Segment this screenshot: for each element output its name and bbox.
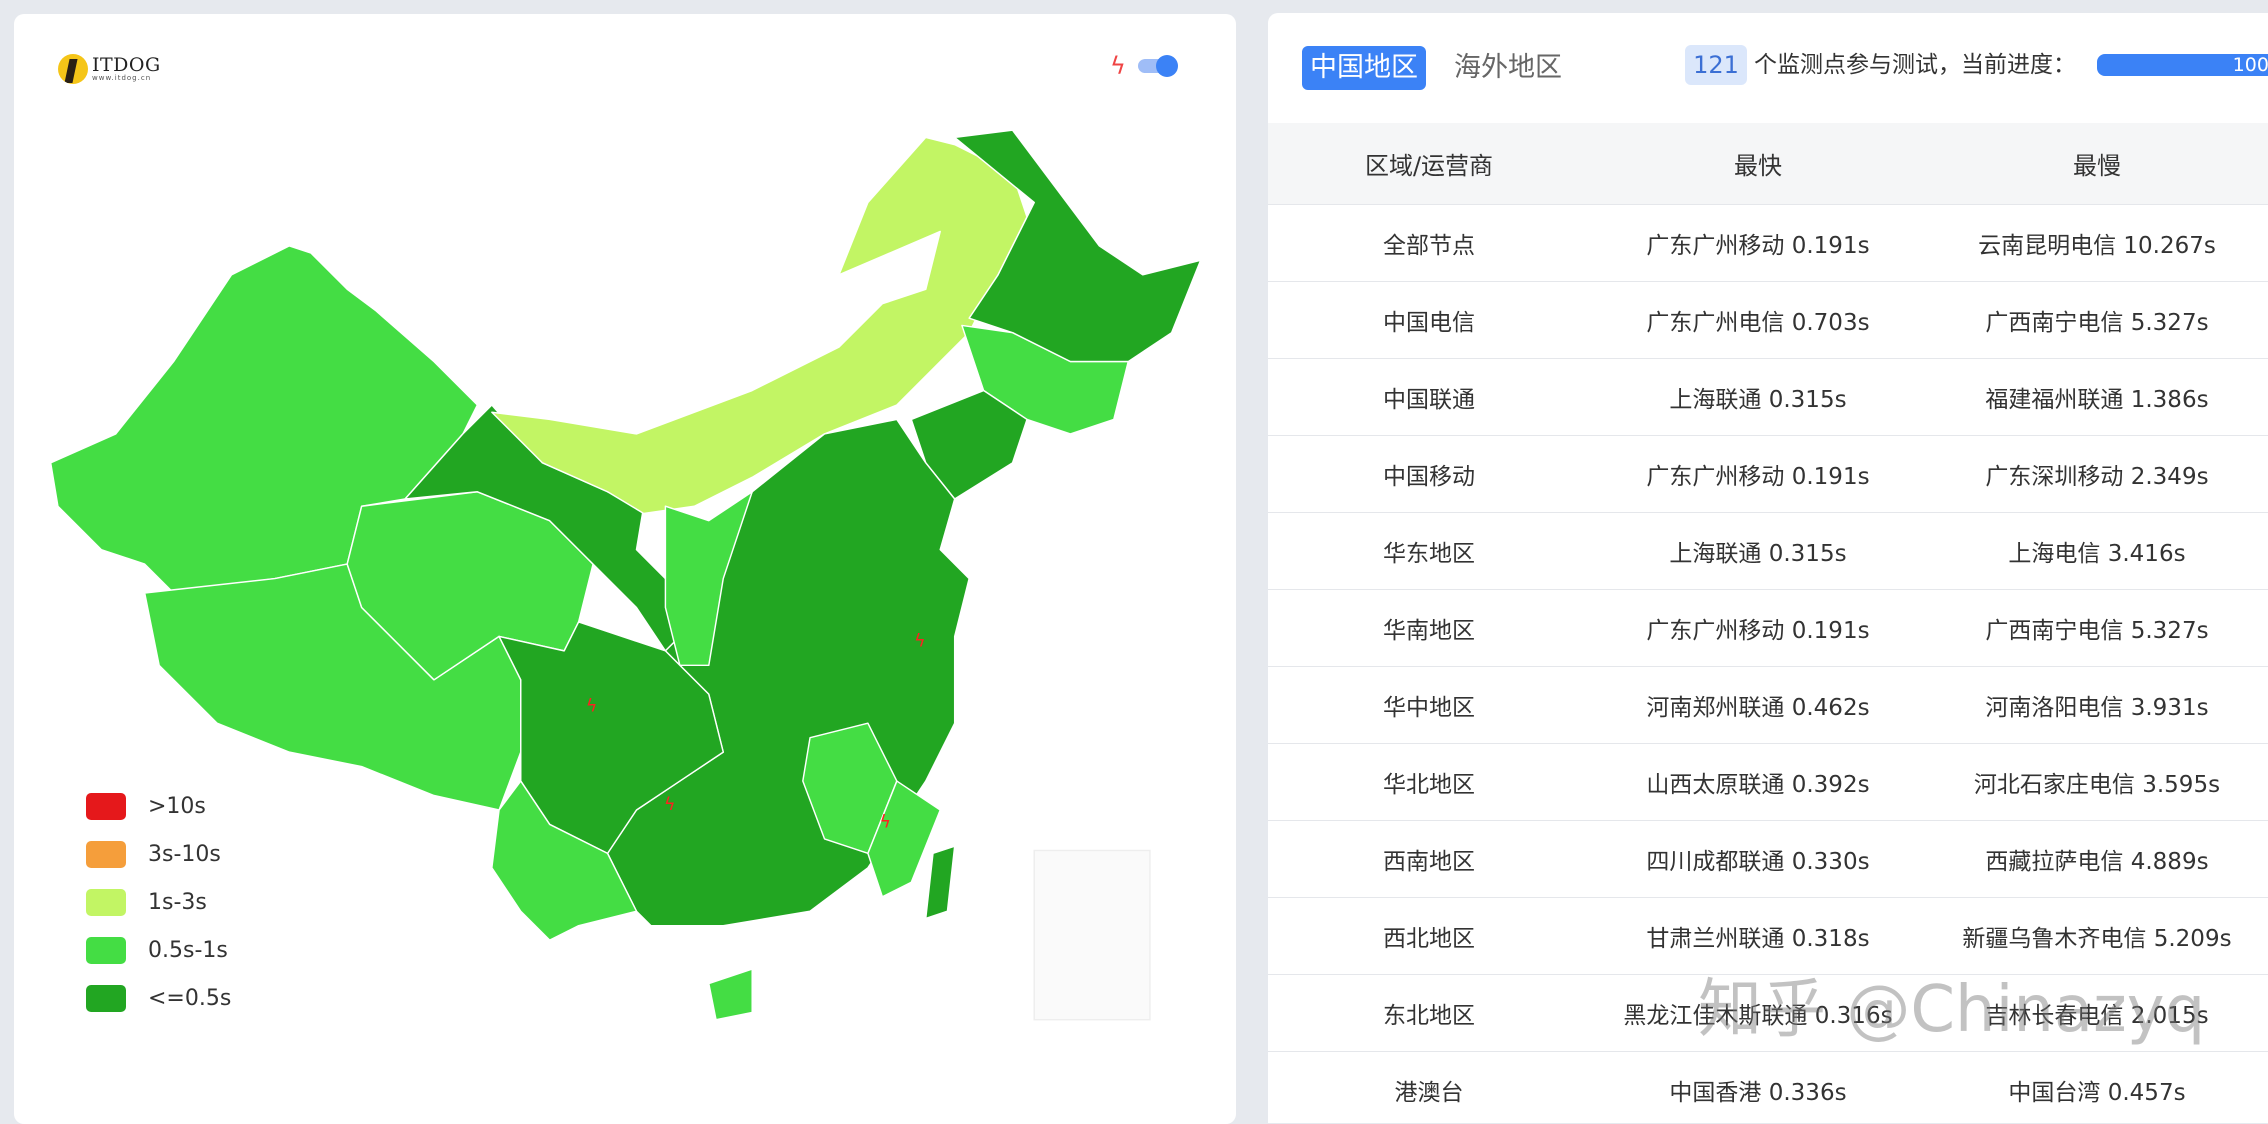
table-row[interactable]: 港澳台 中国香港 0.336s 中国台湾 0.457s xyxy=(1268,1051,2268,1123)
results-header: 中国地区 海外地区 121 个监测点参与测试，当前进度： 100% xyxy=(1268,13,2268,124)
legend-item[interactable]: 1s-3s xyxy=(86,878,231,926)
column-header: 最慢 xyxy=(1926,123,2268,205)
legend-label: 0.5s-1s xyxy=(148,937,228,963)
fastest-cell: 甘肃兰州联通 0.318s xyxy=(1590,897,1926,975)
region-taiwan[interactable] xyxy=(925,845,956,920)
node-count-badge: 121 xyxy=(1685,45,1747,85)
fastest-cell: 广东广州移动 0.191s xyxy=(1590,589,1926,667)
legend-label: 3s-10s xyxy=(148,841,221,867)
region-cell: 华中地区 xyxy=(1268,666,1590,744)
fastest-cell: 山西太原联通 0.392s xyxy=(1590,743,1926,821)
slowest-cell: 福建福州联通 1.386s xyxy=(1926,358,2268,436)
bolt-marker-icon: ϟ xyxy=(879,812,890,832)
slowest-cell: 广西南宁电信 5.327s xyxy=(1926,589,2268,667)
bolt-marker-icon: ϟ xyxy=(914,632,925,652)
progress-bar: 100% xyxy=(2097,54,2268,76)
region-xinjiang[interactable] xyxy=(49,245,479,594)
slowest-cell: 云南昆明电信 10.267s xyxy=(1926,204,2268,282)
marker-toggle[interactable] xyxy=(1138,55,1178,77)
slowest-cell: 上海电信 3.416s xyxy=(1926,512,2268,590)
region-cell: 华东地区 xyxy=(1268,512,1590,590)
region-cell: 全部节点 xyxy=(1268,204,1590,282)
table-row[interactable]: 华东地区 上海联通 0.315s 上海电信 3.416s xyxy=(1268,512,2268,590)
map-legend: >10s 3s-10s 1s-3s 0.5s-1s <=0.5s xyxy=(86,782,231,1022)
region-shaanxi[interactable] xyxy=(664,491,753,667)
table-header-row: 区域/运营商 最快 最慢 xyxy=(1268,123,2268,205)
region-cell: 东北地区 xyxy=(1268,974,1590,1052)
slowest-cell: 新疆乌鲁木齐电信 5.209s xyxy=(1926,897,2268,975)
lightning-icon: ϟ xyxy=(1110,52,1126,80)
region-cell: 西北地区 xyxy=(1268,897,1590,975)
slowest-cell: 西藏拉萨电信 4.889s xyxy=(1926,820,2268,898)
legend-item[interactable]: 3s-10s xyxy=(86,830,231,878)
legend-swatch xyxy=(86,936,126,964)
dog-logo-icon xyxy=(58,54,88,84)
results-panel: 中国地区 海外地区 121 个监测点参与测试，当前进度： 100% 区域/运营商… xyxy=(1268,13,2268,1123)
column-header: 最快 xyxy=(1590,123,1926,205)
region-cell: 中国联通 xyxy=(1268,358,1590,436)
table-row[interactable]: 中国联通 上海联通 0.315s 福建福州联通 1.386s xyxy=(1268,358,2268,436)
bolt-marker-icon: ϟ xyxy=(586,697,597,717)
fastest-cell: 广东广州移动 0.191s xyxy=(1590,204,1926,282)
table-row[interactable]: 中国移动 广东广州移动 0.191s 广东深圳移动 2.349s xyxy=(1268,435,2268,513)
progress-fill: 100% xyxy=(2097,54,2268,76)
logo-text: ITDOG xyxy=(92,54,161,76)
table-row[interactable]: 华中地区 河南郑州联通 0.462s 河南洛阳电信 3.931s xyxy=(1268,666,2268,744)
table-row[interactable]: 华南地区 广东广州移动 0.191s 广西南宁电信 5.327s xyxy=(1268,589,2268,667)
region-qinghai[interactable] xyxy=(346,491,594,681)
table-row[interactable]: 西南地区 四川成都联通 0.330s 西藏拉萨电信 4.889s xyxy=(1268,820,2268,898)
region-heilongjiang[interactable] xyxy=(953,129,1202,363)
logo-subtext: www.itdog.cn xyxy=(92,74,152,82)
legend-item[interactable]: >10s xyxy=(86,782,231,830)
tab-china[interactable]: 中国地区 xyxy=(1302,46,1426,90)
legend-swatch xyxy=(86,888,126,916)
map-panel: ϟ ϟ ϟ ϟ ITDOG www.itdog.cn ϟ >10s 3s-10s… xyxy=(14,14,1236,1124)
region-yunnan[interactable] xyxy=(491,780,638,941)
fastest-cell: 广东广州移动 0.191s xyxy=(1590,435,1926,513)
legend-swatch xyxy=(86,792,126,820)
region-cell: 中国移动 xyxy=(1268,435,1590,513)
region-cell: 华南地区 xyxy=(1268,589,1590,667)
region-cell: 港澳台 xyxy=(1268,1051,1590,1123)
table-row[interactable]: 华北地区 山西太原联通 0.392s 河北石家庄电信 3.595s xyxy=(1268,743,2268,821)
legend-item[interactable]: 0.5s-1s xyxy=(86,926,231,974)
legend-label: 1s-3s xyxy=(148,889,207,915)
slowest-cell: 河北石家庄电信 3.595s xyxy=(1926,743,2268,821)
legend-swatch xyxy=(86,984,126,1012)
bolt-marker-icon: ϟ xyxy=(664,795,675,815)
fastest-cell: 河南郑州联通 0.462s xyxy=(1590,666,1926,744)
itdog-logo: ITDOG www.itdog.cn xyxy=(58,54,161,84)
region-hainan[interactable] xyxy=(708,968,753,1021)
legend-item[interactable]: <=0.5s xyxy=(86,974,231,1022)
fastest-cell: 黑龙江佳木斯联通 0.316s xyxy=(1590,974,1926,1052)
region-cell: 西南地区 xyxy=(1268,820,1590,898)
legend-swatch xyxy=(86,840,126,868)
slowest-cell: 广东深圳移动 2.349s xyxy=(1926,435,2268,513)
fastest-cell: 广东广州电信 0.703s xyxy=(1590,281,1926,359)
results-table: 区域/运营商 最快 最慢 全部节点 广东广州移动 0.191s 云南昆明电信 10.26… xyxy=(1268,123,2268,1123)
south-china-sea-inset xyxy=(1033,849,1151,1021)
fastest-cell: 上海联通 0.315s xyxy=(1590,358,1926,436)
table-row[interactable]: 西北地区 甘肃兰州联通 0.318s 新疆乌鲁木齐电信 5.209s xyxy=(1268,897,2268,975)
slowest-cell: 广西南宁电信 5.327s xyxy=(1926,281,2268,359)
fastest-cell: 上海联通 0.315s xyxy=(1590,512,1926,590)
tab-overseas[interactable]: 海外地区 xyxy=(1454,52,1562,83)
table-row[interactable]: 全部节点 广东广州移动 0.191s 云南昆明电信 10.267s xyxy=(1268,204,2268,282)
slowest-cell: 河南洛阳电信 3.931s xyxy=(1926,666,2268,744)
region-cell: 华北地区 xyxy=(1268,743,1590,821)
slowest-cell: 吉林长春电信 2.015s xyxy=(1926,974,2268,1052)
fastest-cell: 中国香港 0.336s xyxy=(1590,1051,1926,1123)
region-cell: 中国电信 xyxy=(1268,281,1590,359)
legend-label: <=0.5s xyxy=(148,985,232,1011)
china-latency-map: ϟ ϟ ϟ ϟ xyxy=(49,129,1202,1021)
count-text: 个监测点参与测试，当前进度： xyxy=(1754,52,2076,78)
fastest-cell: 四川成都联通 0.330s xyxy=(1590,820,1926,898)
table-row[interactable]: 东北地区 黑龙江佳木斯联通 0.316s 吉林长春电信 2.015s xyxy=(1268,974,2268,1052)
slowest-cell: 中国台湾 0.457s xyxy=(1926,1051,2268,1123)
region-fujian[interactable] xyxy=(867,780,941,898)
column-header: 区域/运营商 xyxy=(1268,123,1590,205)
legend-label: >10s xyxy=(148,793,206,819)
table-row[interactable]: 中国电信 广东广州电信 0.703s 广西南宁电信 5.327s xyxy=(1268,281,2268,359)
